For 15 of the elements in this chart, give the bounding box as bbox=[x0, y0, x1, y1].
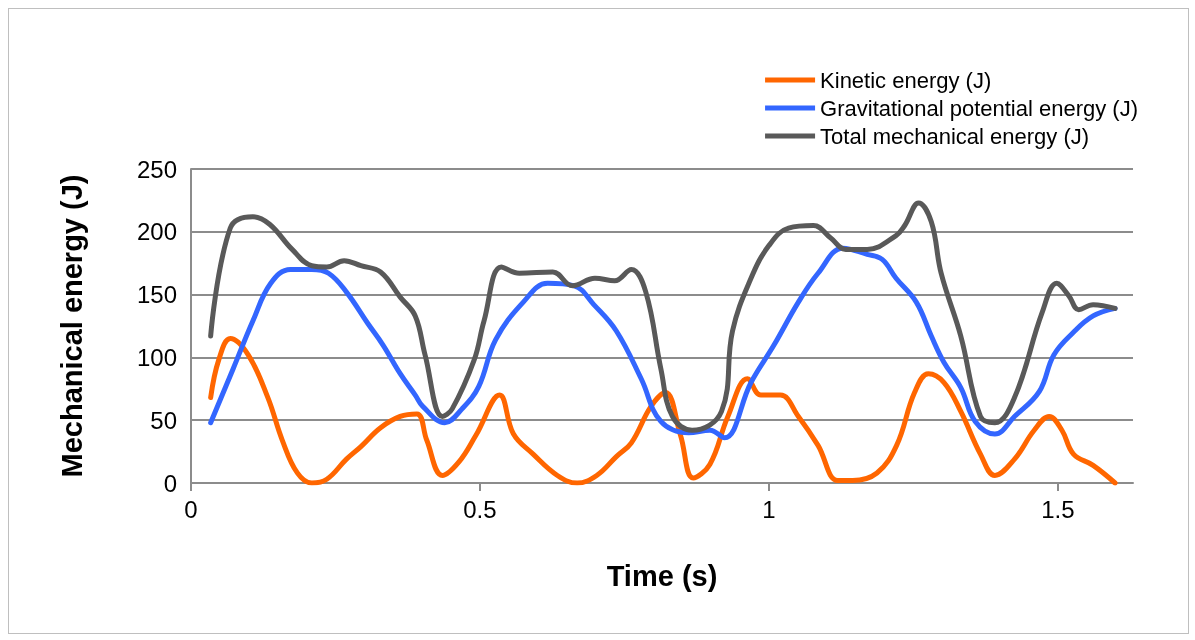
y-axis-title: Mechanical energy (J) bbox=[55, 174, 88, 478]
x-tick-label: 1.5 bbox=[1041, 495, 1075, 523]
y-tick-label: 0 bbox=[163, 469, 177, 497]
x-tick-label: 0 bbox=[184, 495, 198, 523]
legend-label: Total mechanical energy (J) bbox=[820, 123, 1090, 149]
x-tick-label: 0.5 bbox=[463, 495, 497, 523]
legend-label: Kinetic energy (J) bbox=[820, 67, 992, 93]
y-tick-label: 50 bbox=[150, 406, 177, 434]
legend-label: Gravitational potential energy (J) bbox=[820, 95, 1138, 121]
y-tick-label: 100 bbox=[136, 343, 177, 371]
x-axis-title: Time (s) bbox=[606, 559, 718, 592]
y-tick-label: 250 bbox=[136, 155, 177, 183]
x-tick-label: 1 bbox=[762, 495, 776, 523]
y-tick-label: 150 bbox=[136, 281, 177, 309]
y-tick-label: 200 bbox=[136, 218, 177, 246]
